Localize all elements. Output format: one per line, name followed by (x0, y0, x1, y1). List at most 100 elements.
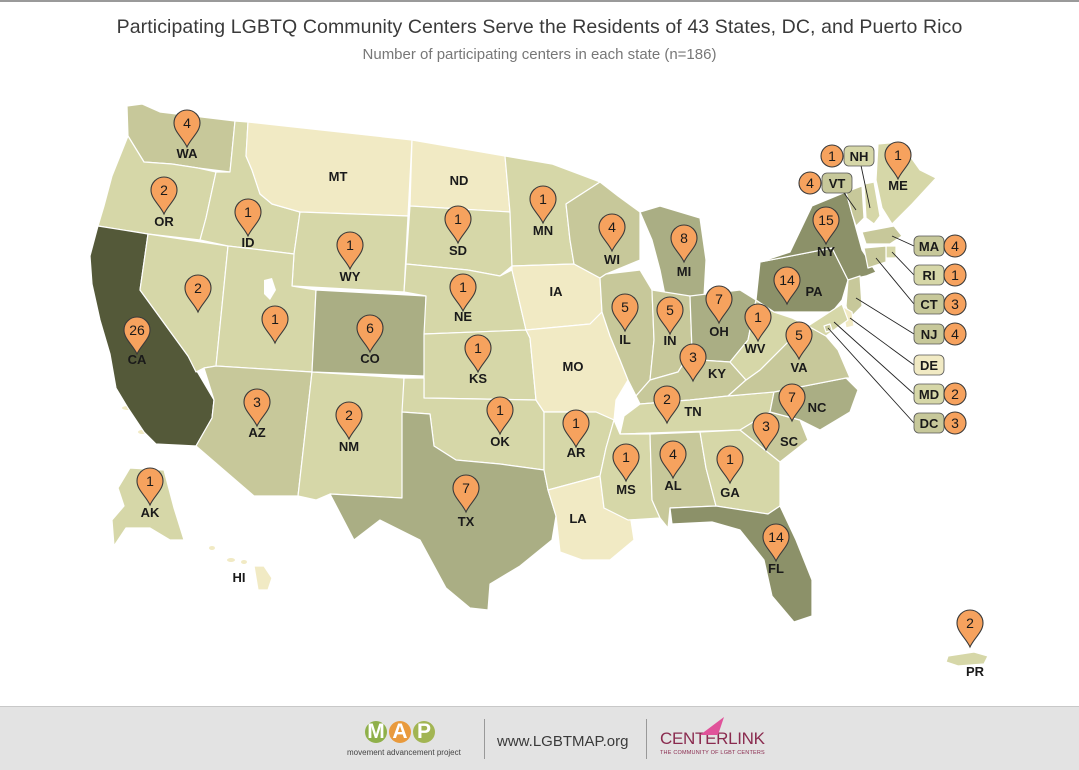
pin-nv[interactable]: 2 (184, 274, 212, 314)
centerlink-name: CENTERLINK (660, 729, 765, 748)
callout-value: 4 (951, 326, 959, 342)
pin-id[interactable]: 1 (234, 198, 262, 238)
pin-az[interactable]: 3 (243, 388, 271, 428)
map-pin-icon (611, 293, 639, 333)
pin-wi[interactable]: 4 (598, 213, 626, 253)
callout-de[interactable]: DE (913, 354, 945, 376)
map-pin-icon (716, 445, 744, 485)
state-label-mt: MT (329, 169, 348, 184)
centerlink-tagline: THE COMMUNITY OF LGBT CENTERS (660, 750, 765, 756)
pin-pa[interactable]: 14 (773, 266, 801, 306)
pin-wy[interactable]: 1 (336, 231, 364, 271)
callout-md[interactable]: MD 2 (913, 382, 967, 406)
state-label-me: ME (888, 178, 908, 193)
pin-value: 5 (621, 299, 629, 315)
pin-nc[interactable]: 7 (778, 383, 806, 423)
map-pin-icon (234, 198, 262, 238)
pin-or[interactable]: 2 (150, 176, 178, 216)
pin-in[interactable]: 5 (656, 296, 684, 336)
leader-line (891, 251, 915, 276)
pin-al[interactable]: 4 (659, 440, 687, 480)
pin-value: 14 (779, 272, 795, 288)
pin-ky[interactable]: 3 (679, 343, 707, 383)
map-pin-icon (123, 316, 151, 356)
callout-nj[interactable]: NJ 4 (913, 322, 967, 346)
pin-pr[interactable]: 2 (956, 609, 984, 649)
state-md[interactable] (807, 303, 849, 337)
state-label-pr: PR (966, 664, 985, 679)
pin-fl[interactable]: 14 (762, 523, 790, 563)
state-fl[interactable] (669, 505, 813, 623)
pin-ks[interactable]: 1 (464, 334, 492, 374)
callout-nh[interactable]: NH 1 (820, 144, 875, 168)
pin-mn[interactable]: 1 (529, 185, 557, 225)
callout-value: 1 (951, 267, 959, 283)
state-nj[interactable] (845, 275, 863, 319)
pin-sd[interactable]: 1 (444, 205, 472, 245)
website-link[interactable]: www.LGBTMAP.org (497, 733, 629, 750)
callout-dc[interactable]: DC 3 (913, 411, 967, 435)
pin-ms[interactable]: 1 (612, 443, 640, 483)
pin-ar[interactable]: 1 (562, 409, 590, 449)
pin-wv[interactable]: 1 (744, 303, 772, 343)
callout-ma[interactable]: MA 4 (913, 234, 967, 258)
callout-ri[interactable]: RI 1 (913, 263, 967, 287)
callout-box (843, 145, 875, 167)
pin-value: 3 (762, 418, 770, 434)
pin-value: 2 (194, 280, 202, 296)
state-tx[interactable] (329, 411, 557, 611)
pin-ny[interactable]: 15 (812, 206, 840, 246)
map-logo-letter: A (389, 721, 411, 743)
pin-nm[interactable]: 2 (335, 401, 363, 441)
pin-ga[interactable]: 1 (716, 445, 744, 485)
state-ri[interactable] (885, 245, 897, 259)
pin-value: 3 (689, 349, 697, 365)
state-hi[interactable] (253, 565, 273, 591)
map-logo-letter: M (365, 721, 387, 743)
pin-wa[interactable]: 4 (173, 109, 201, 149)
state-label-ca: CA (128, 352, 147, 367)
pin-value: 1 (894, 147, 902, 163)
pin-value: 5 (666, 302, 674, 318)
pin-value: 15 (818, 212, 834, 228)
pin-ca[interactable]: 26 (123, 316, 151, 356)
pin-tx[interactable]: 7 (452, 474, 480, 514)
pin-sc[interactable]: 3 (752, 412, 780, 452)
callout-value: 3 (951, 415, 959, 431)
callout-ct[interactable]: CT 3 (913, 292, 967, 316)
pin-value: 6 (366, 320, 374, 336)
pin-value: 2 (345, 407, 353, 423)
callout-pin-icon (943, 263, 967, 287)
map-pin-icon (452, 474, 480, 514)
pin-mi[interactable]: 8 (670, 224, 698, 264)
callout-label: NJ (921, 327, 938, 342)
state-vt[interactable] (845, 185, 865, 227)
map-pin-icon (785, 321, 813, 361)
pin-ak[interactable]: 1 (136, 467, 164, 507)
state-ak[interactable] (111, 467, 185, 547)
map-pin-icon (449, 273, 477, 313)
map-pin-icon (529, 185, 557, 225)
pin-va[interactable]: 5 (785, 321, 813, 361)
state-ct[interactable] (863, 245, 887, 269)
pin-co[interactable]: 6 (356, 314, 384, 354)
pin-ok[interactable]: 1 (486, 396, 514, 436)
state-label-ga: GA (720, 485, 740, 500)
pin-oh[interactable]: 7 (705, 285, 733, 325)
map-pin-icon (705, 285, 733, 325)
pin-ne[interactable]: 1 (449, 273, 477, 313)
callout-value: 2 (951, 386, 959, 402)
callout-vt[interactable]: VT 4 (798, 171, 853, 195)
callout-box (913, 354, 945, 376)
centerlink-logo[interactable]: CENTERLINK THE COMMUNITY OF LGBT CENTERS (660, 717, 765, 756)
pin-il[interactable]: 5 (611, 293, 639, 333)
map-logo[interactable]: M A P movement advancement project (347, 721, 461, 758)
state-ma[interactable] (861, 225, 903, 245)
pin-tn[interactable]: 2 (653, 385, 681, 425)
map-pin-icon (356, 314, 384, 354)
callout-value: 4 (951, 238, 959, 254)
state-nh[interactable] (863, 181, 881, 225)
pin-ut[interactable]: 1 (261, 305, 289, 345)
state-pr[interactable] (945, 651, 989, 667)
pin-me[interactable]: 1 (884, 141, 912, 181)
